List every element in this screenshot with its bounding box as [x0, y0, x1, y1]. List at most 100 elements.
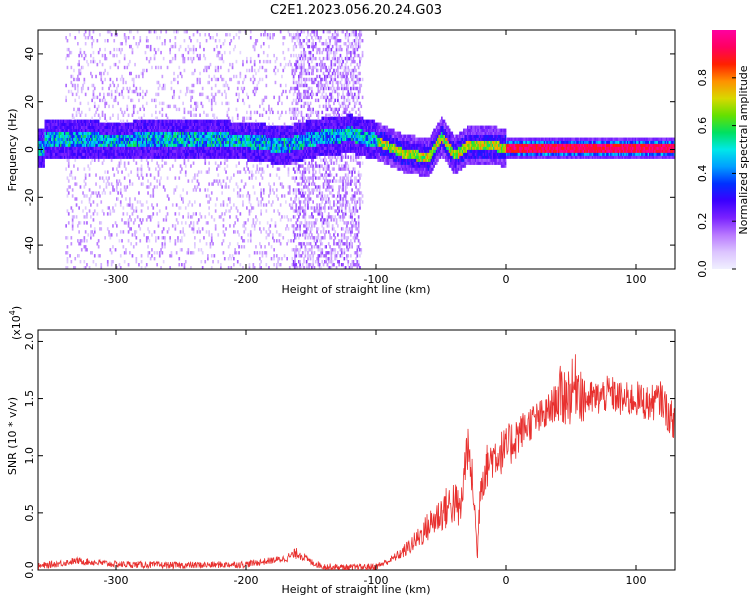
heatmap-cell: [156, 155, 158, 159]
heatmap-cell: [78, 62, 80, 67]
heatmap-cell: [222, 149, 225, 153]
heatmap-cell: [57, 128, 60, 132]
heatmap-cell: [121, 137, 123, 141]
heatmap-cell: [104, 122, 106, 126]
heatmap-cell: [130, 152, 132, 156]
heatmap-cell: [41, 155, 44, 159]
heatmap-cell: [79, 101, 82, 106]
heatmap-cell: [75, 152, 78, 156]
heatmap-cell: [312, 119, 314, 123]
heatmap-cell: [144, 143, 147, 147]
heatmap-cell: [183, 119, 186, 123]
heatmap-cell: [249, 155, 252, 159]
heatmap-cell: [104, 149, 106, 153]
heatmap-cell: [268, 137, 270, 141]
heatmap-cell: [123, 131, 126, 135]
heatmap-cell: [226, 143, 229, 147]
heatmap-cell: [71, 113, 74, 117]
heatmap-cell: [78, 59, 80, 64]
heatmap-cell: [226, 164, 229, 168]
heatmap-cell: [191, 215, 194, 219]
heatmap-cell: [287, 167, 290, 171]
heatmap-cell: [110, 263, 113, 267]
heatmap-cell: [305, 185, 308, 189]
heatmap-cell: [151, 119, 153, 123]
heatmap-cell: [303, 125, 305, 129]
heatmap-cell: [179, 194, 182, 198]
heatmap-cell: [239, 50, 242, 55]
heatmap-cell: [135, 89, 138, 94]
heatmap-cell: [304, 206, 307, 210]
heatmap-cell: [217, 125, 220, 129]
heatmap-cell: [292, 263, 295, 267]
heatmap-cell: [161, 236, 164, 240]
heatmap-cell: [171, 143, 174, 147]
heatmap-cell: [86, 134, 88, 138]
heatmap-cell: [203, 134, 205, 138]
heatmap-cell: [132, 140, 135, 144]
heatmap-cell: [183, 125, 186, 129]
heatmap-cell: [214, 125, 217, 129]
heatmap-cell: [177, 152, 179, 156]
heatmap-cell: [130, 218, 132, 222]
heatmap-cell: [300, 245, 303, 249]
heatmap-cell: [309, 206, 312, 210]
heatmap-cell: [240, 179, 243, 183]
heatmap-cell: [118, 152, 121, 156]
heatmap-cell: [156, 152, 158, 156]
heatmap-cell: [257, 137, 260, 141]
heatmap-cell: [314, 152, 317, 156]
heatmap-cell: [82, 65, 84, 70]
heatmap-cell: [93, 134, 96, 138]
heatmap-cell: [286, 242, 288, 246]
heatmap-cell: [313, 188, 316, 192]
heatmap-cell: [151, 125, 153, 129]
heatmap-cell: [64, 143, 66, 147]
heatmap-cell: [287, 125, 290, 129]
heatmap-cell: [259, 77, 261, 82]
heatmap-cell: [131, 122, 134, 126]
heatmap-cell: [93, 143, 96, 147]
heatmap-cell: [238, 143, 240, 147]
heatmap-cell: [41, 164, 44, 168]
heatmap-cell: [147, 146, 149, 150]
heatmap-cell: [301, 119, 304, 123]
heatmap-cell: [153, 98, 156, 103]
heatmap-cell: [66, 140, 69, 144]
heatmap-cell: [243, 152, 246, 156]
heatmap-cell: [249, 230, 252, 234]
heatmap-cell: [283, 137, 286, 141]
heatmap-cell: [305, 221, 308, 225]
heatmap-cell: [40, 152, 43, 156]
heatmap-cell: [126, 65, 129, 70]
heatmap-cell: [238, 155, 240, 159]
heatmap-cell: [138, 140, 140, 144]
heatmap-cell: [264, 146, 266, 150]
heatmap-cell: [313, 125, 316, 129]
heatmap-cell: [299, 224, 301, 228]
heatmap-cell: [47, 146, 49, 150]
heatmap-cell: [173, 30, 175, 34]
heatmap-cell: [300, 221, 303, 225]
heatmap-cell: [148, 167, 151, 171]
heatmap-cell: [199, 53, 201, 58]
heatmap-cell: [109, 155, 112, 159]
heatmap-cell: [142, 125, 144, 129]
heatmap-cell: [218, 128, 221, 132]
heatmap-cell: [303, 89, 305, 94]
heatmap-cell: [152, 194, 155, 198]
heatmap-cell: [304, 191, 307, 195]
heatmap-cell: [274, 221, 277, 225]
heatmap-cell: [196, 53, 199, 58]
heatmap-cell: [256, 146, 259, 150]
heatmap-cell: [104, 137, 106, 141]
heatmap-cell: [155, 140, 157, 144]
heatmap-cell: [113, 53, 116, 58]
heatmap-cell: [296, 36, 299, 40]
heatmap-cell: [74, 155, 77, 159]
heatmap-cell: [290, 158, 292, 162]
heatmap-cell: [58, 143, 61, 147]
heatmap-cell: [239, 137, 242, 141]
heatmap-cell: [278, 233, 281, 237]
heatmap-cell: [73, 107, 75, 112]
